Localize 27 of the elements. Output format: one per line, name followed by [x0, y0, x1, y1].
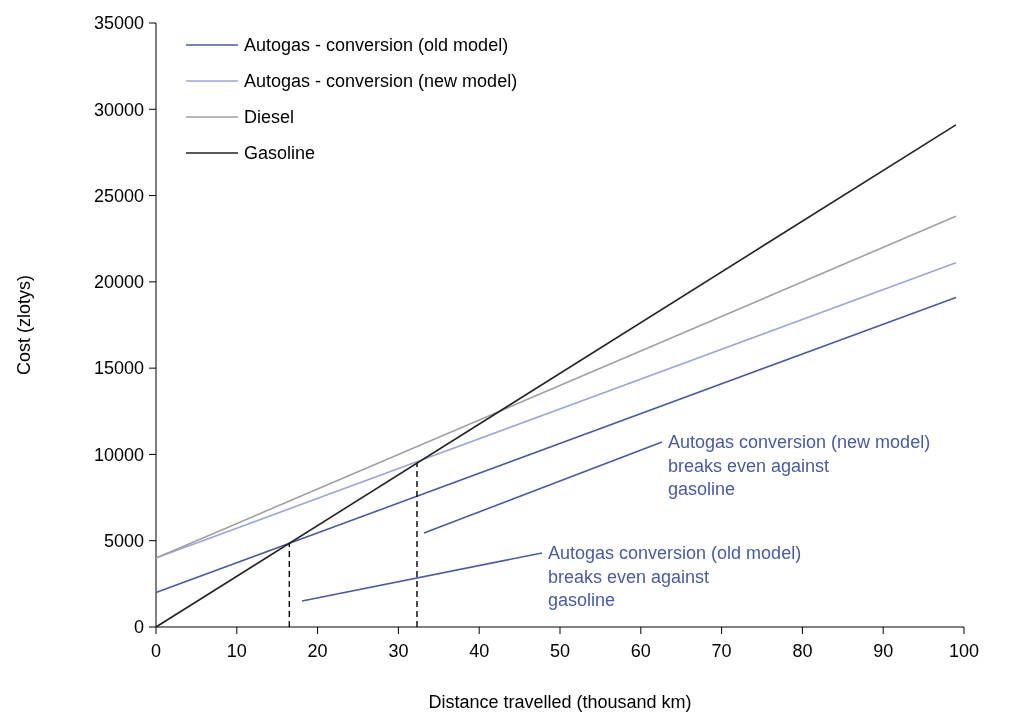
- y-tick-label: 5000: [103, 531, 144, 552]
- x-tick-label: 40: [469, 641, 490, 661]
- legend-label: Autogas - conversion (old model): [244, 35, 509, 56]
- x-tick-label: 0: [150, 641, 162, 661]
- y-tick-label: 35000: [93, 13, 144, 34]
- x-tick-label: 70: [711, 641, 732, 661]
- y-tick-label: 30000: [93, 99, 144, 120]
- legend-label: Diesel: [244, 107, 295, 128]
- x-tick-label: 30: [388, 641, 409, 661]
- y-tick-label: 10000: [93, 444, 144, 465]
- x-tick-label: 50: [549, 641, 571, 661]
- legend-label: Autogas - conversion (new model): [244, 71, 518, 92]
- annotation: Autogas conversion (new model) breaks even against gasoline: [668, 432, 931, 500]
- y-tick-label: 0: [133, 617, 144, 638]
- y-tick-label: 15000: [93, 358, 144, 379]
- x-tick-label: 60: [630, 641, 651, 661]
- y-axis-title: Cost (zlotys): [14, 274, 34, 376]
- x-tick-label: 80: [792, 641, 813, 661]
- annotation: Autogas conversion (old model) breaks even against gasoline: [548, 543, 802, 611]
- x-tick-label: 10: [226, 641, 247, 661]
- x-tick-label: 90: [873, 641, 894, 661]
- x-tick-label: 20: [307, 641, 328, 661]
- legend-label: Gasoline: [244, 143, 316, 164]
- y-tick-label: 25000: [93, 185, 144, 206]
- x-axis-title: Distance travelled (thousand km): [428, 692, 692, 712]
- y-tick-label: 20000: [93, 272, 144, 293]
- x-tick-label: 100: [948, 641, 980, 661]
